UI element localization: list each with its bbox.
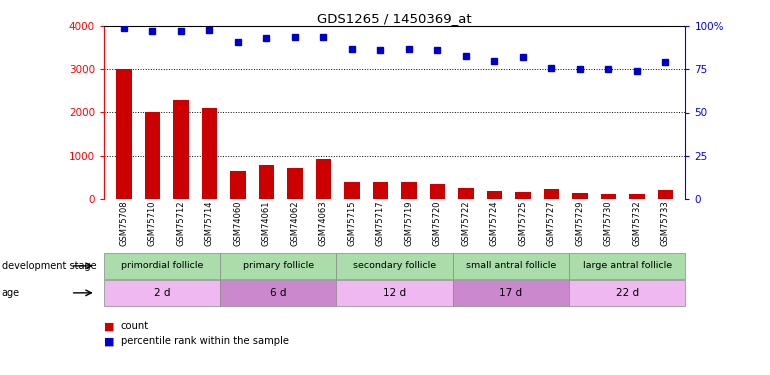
Bar	[316, 159, 331, 199]
Text: small antral follicle: small antral follicle	[466, 261, 556, 270]
Bar	[430, 184, 445, 199]
Bar	[515, 192, 531, 199]
Bar	[544, 189, 559, 199]
Bar	[487, 190, 502, 199]
Text: primary follicle: primary follicle	[243, 261, 314, 270]
Bar	[173, 100, 189, 199]
Title: GDS1265 / 1450369_at: GDS1265 / 1450369_at	[317, 12, 472, 25]
Bar	[601, 194, 616, 199]
Bar	[658, 190, 673, 199]
Bar	[458, 188, 474, 199]
Text: 6 d: 6 d	[270, 288, 286, 298]
Text: primordial follicle: primordial follicle	[121, 261, 203, 270]
Text: large antral follicle: large antral follicle	[583, 261, 671, 270]
Text: ■: ■	[104, 321, 115, 331]
Text: age: age	[2, 288, 20, 298]
Text: count: count	[121, 321, 149, 331]
Text: 22 d: 22 d	[615, 288, 639, 298]
Bar	[230, 171, 246, 199]
Text: 17 d: 17 d	[499, 288, 523, 298]
Bar	[572, 193, 588, 199]
Bar	[145, 112, 160, 199]
Text: percentile rank within the sample: percentile rank within the sample	[121, 336, 289, 346]
Bar	[116, 69, 132, 199]
Bar	[629, 194, 644, 199]
Bar	[401, 182, 417, 199]
Text: secondary follicle: secondary follicle	[353, 261, 436, 270]
Bar	[287, 168, 303, 199]
Bar	[344, 182, 360, 199]
Text: 12 d: 12 d	[383, 288, 407, 298]
Text: ■: ■	[104, 336, 115, 346]
Bar	[259, 165, 274, 199]
Bar	[202, 108, 217, 199]
Text: 2 d: 2 d	[154, 288, 170, 298]
Text: development stage: development stage	[2, 261, 96, 271]
Bar	[373, 182, 388, 199]
